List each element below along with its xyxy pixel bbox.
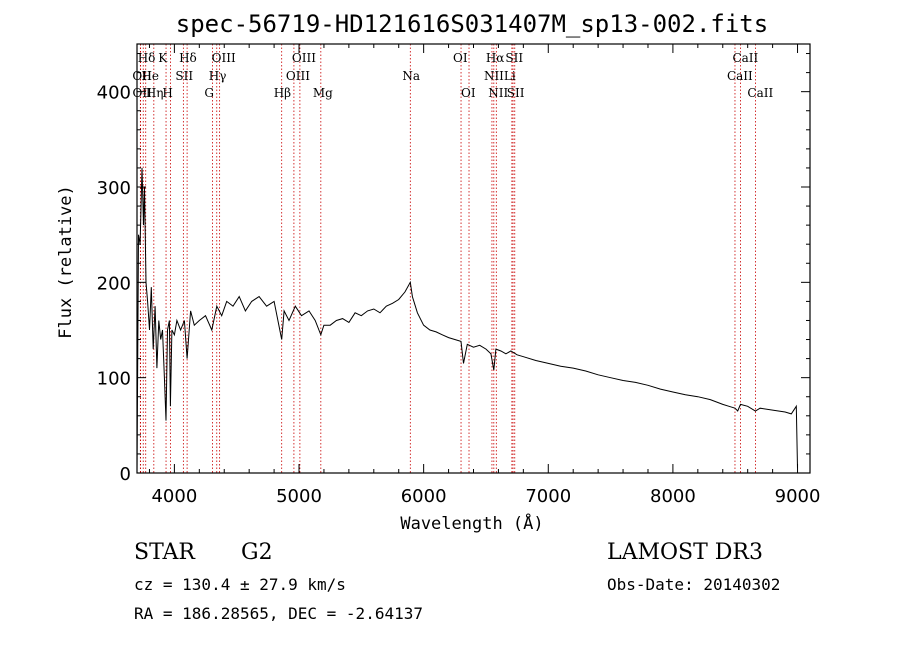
line-label: Hδ [138, 51, 156, 65]
y-axis-label: Flux (relative) [56, 185, 76, 339]
x-tick-label: 5000 [276, 486, 322, 507]
line-label: Na [402, 69, 420, 83]
obs-date: Obs-Date: 20140302 [607, 575, 781, 594]
line-label: OIII [292, 51, 316, 65]
line-label: NII [488, 86, 508, 100]
redshift-value: cz = 130.4 ± 27.9 km/s [134, 575, 346, 594]
y-tick-label: 200 [97, 273, 131, 294]
line-label: Hη [146, 86, 164, 100]
chart-title: spec-56719-HD121616S031407M_sp13-002.fit… [176, 10, 768, 38]
line-label: Li [504, 69, 516, 83]
line-label: OIII [286, 69, 310, 83]
y-axis-ticks: 0 100 200 300 400 [97, 53, 810, 485]
x-axis-ticks: 4000 5000 6000 7000 8000 9000 [148, 44, 821, 507]
x-tick-label: 9000 [775, 486, 821, 507]
y-tick-label: 100 [97, 369, 131, 390]
line-label: Mg [313, 86, 333, 100]
x-tick-label: 6000 [401, 486, 447, 507]
coordinates: RA = 186.28565, DEC = -2.64137 [134, 604, 423, 623]
plot-frame [136, 43, 811, 474]
line-label: Hα [486, 51, 505, 65]
spectrum-series-line [136, 167, 798, 474]
line-label: Hβ [274, 86, 291, 100]
spectral-line-markers [139, 44, 756, 473]
line-label: CaII [747, 86, 773, 100]
line-label: CaII [727, 69, 753, 83]
spectral-class: G2 [241, 540, 273, 565]
x-axis-label: Wavelength (Å) [400, 512, 543, 534]
line-label: K [158, 51, 168, 65]
line-label: OIII [212, 51, 236, 65]
line-label: SII [175, 69, 193, 83]
x-tick-label: 7000 [525, 486, 571, 507]
line-label: OI [461, 86, 476, 100]
line-label: CaII [732, 51, 758, 65]
x-tick-label: 4000 [151, 486, 197, 507]
line-label: NII [484, 69, 504, 83]
line-label: He [141, 69, 159, 83]
line-label: Hδ [179, 51, 197, 65]
object-type: STAR [134, 540, 195, 565]
line-label: G [204, 86, 214, 100]
y-tick-label: 300 [97, 178, 131, 199]
y-tick-label: 400 [97, 83, 131, 104]
line-label: Hγ [209, 69, 227, 83]
survey-name: LAMOST DR3 [607, 540, 763, 565]
line-label: SII [507, 86, 525, 100]
y-tick-label: 0 [120, 464, 131, 485]
line-label: OI [453, 51, 468, 65]
line-label: H [162, 86, 172, 100]
x-tick-label: 8000 [650, 486, 696, 507]
line-label: SII [505, 51, 523, 65]
